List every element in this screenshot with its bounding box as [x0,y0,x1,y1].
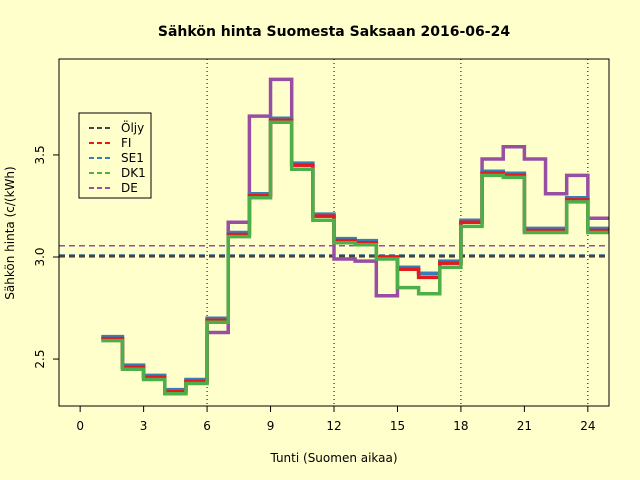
legend-label-FI: FI [121,136,131,150]
plot-area [59,59,609,406]
series-line-DE [101,77,609,394]
x-tick-label-6: 6 [203,419,211,433]
y-axis-label: Sähkön hinta (c/(kWh) [3,166,17,299]
x-tick-label-24: 24 [580,419,595,433]
legend-label-DE: DE [121,181,138,195]
y-tick-label-3: 3.0 [33,247,47,266]
x-tick-label-21: 21 [517,419,532,433]
y-tick-label-3.5: 3.5 [33,145,47,164]
y-tick-label-2.5: 2.5 [33,350,47,369]
chart-title: Sähkön hinta Suomesta Saksaan 2016-06-24 [158,24,510,40]
legend-label-DK1: DK1 [121,166,146,180]
x-tick-label-3: 3 [140,419,148,433]
legend-label-SE1: SE1 [121,151,144,165]
x-tick-label-18: 18 [453,419,468,433]
series-line-DK1 [101,120,609,396]
x-axis-label: Tunti (Suomen aikaa) [269,451,397,465]
legend-label-Öljy: Öljy [121,119,144,135]
x-tick-label-0: 0 [76,419,84,433]
x-tick-label-12: 12 [326,419,341,433]
x-tick-label-9: 9 [267,419,275,433]
x-tick-label-15: 15 [390,419,405,433]
